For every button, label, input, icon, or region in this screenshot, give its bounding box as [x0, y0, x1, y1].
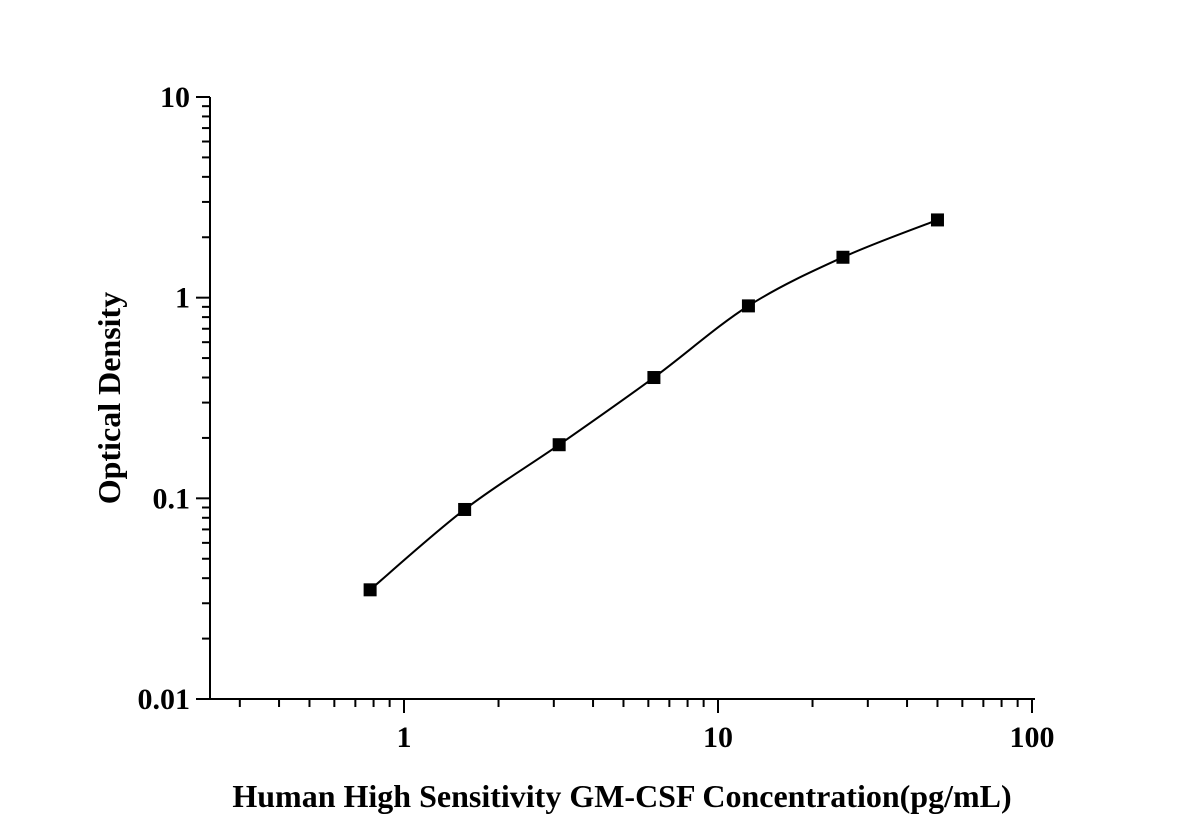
series-group	[363, 213, 944, 597]
axes	[209, 97, 1035, 700]
y-tick-label: 1	[175, 282, 190, 315]
y-tick-label: 0.1	[153, 482, 191, 515]
y-ticks: 0.01 0.1 1 10	[138, 81, 210, 716]
data-point	[741, 299, 755, 313]
x-axis-title: Human High Sensitivity GM-CSF Concentrat…	[232, 778, 1011, 814]
y-tick-label: 10	[160, 81, 190, 114]
data-point	[647, 371, 661, 385]
x-tick-label: 10	[703, 721, 733, 754]
y-tick-label: 0.01	[138, 683, 191, 716]
data-point	[458, 502, 472, 516]
data-point	[552, 438, 566, 452]
data-point	[363, 583, 377, 597]
x-ticks: 1 10 100	[238, 699, 1055, 754]
y-axis-title: Optical Density	[91, 292, 127, 504]
series-line	[369, 218, 938, 591]
x-tick-label: 100	[1010, 721, 1055, 754]
data-point	[930, 213, 944, 227]
data-point	[836, 250, 850, 264]
x-tick-label: 1	[397, 721, 412, 754]
